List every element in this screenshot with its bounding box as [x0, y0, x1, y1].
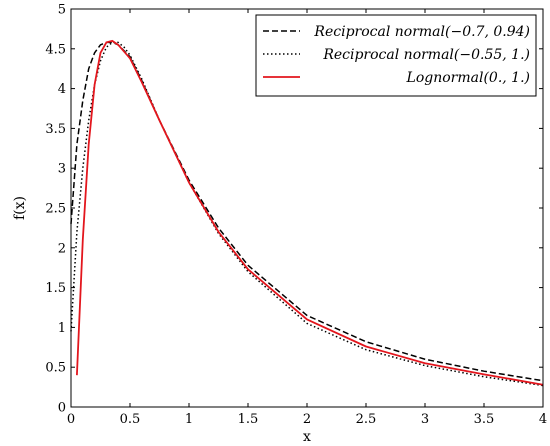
y-tick-label: 2.5: [45, 202, 66, 217]
x-axis-label: x: [303, 429, 311, 445]
y-axis-label: f(x): [12, 196, 28, 220]
x-tick-label: 3: [421, 412, 429, 427]
x-tick-label: 0.5: [120, 412, 141, 427]
y-tick-label: 1: [58, 321, 66, 336]
legend-label-reciprocal-normal-1: Reciprocal normal(−0.7, 0.94): [313, 24, 530, 40]
y-tick-label: 2: [58, 241, 66, 256]
y-tick-label: 0.5: [45, 361, 66, 376]
x-tick-label: 4: [539, 412, 547, 427]
ticks-layer: 0 0.5 1 1.5 2 2.5 3 3.5 4 0 0.5 1 1.5 2 2.5 3 3.5 4 4.5 5: [45, 3, 547, 428]
x-tick-label: 2: [303, 412, 311, 427]
y-tick-label: 1.5: [45, 281, 66, 296]
x-tick-label: 3.5: [474, 412, 495, 427]
x-tick-label: 1: [185, 412, 193, 427]
legend-label-lognormal: Lognormal(0., 1.): [406, 70, 530, 86]
series-layer: [70, 39, 544, 387]
x-tick-label: 2.5: [356, 412, 377, 427]
legend-label-reciprocal-normal-2: Reciprocal normal(−0.55, 1.): [322, 47, 530, 63]
legend: Reciprocal normal(−0.7, 0.94) Reciprocal…: [255, 14, 537, 97]
y-tick-label: 4: [58, 82, 66, 97]
x-tick-label: 1.5: [238, 412, 259, 427]
y-tick-label: 5: [58, 3, 66, 18]
y-tick-label: 3.5: [45, 122, 66, 137]
series-line-2: [76, 39, 544, 386]
y-tick-label: 0: [58, 401, 66, 416]
series-line-0: [70, 41, 544, 382]
y-tick-label: 4.5: [45, 42, 66, 57]
y-tick-label: 3: [58, 162, 66, 177]
legend-box: [255, 14, 537, 97]
x-tick-label: 0: [67, 412, 75, 427]
